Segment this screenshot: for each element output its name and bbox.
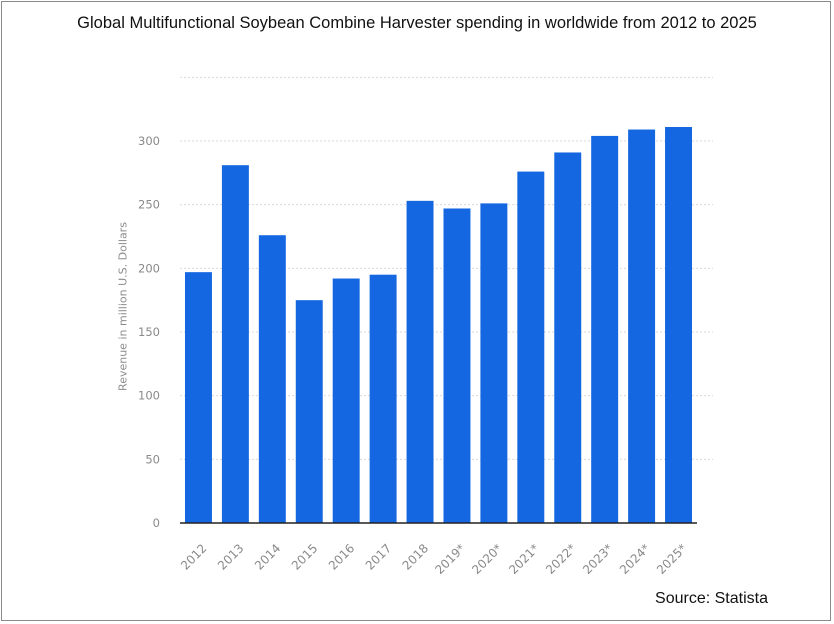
x-tick-label: 2021* [506, 541, 542, 577]
x-tick-label: 2015 [289, 541, 320, 572]
x-tick-label: 2013 [215, 541, 246, 572]
y-tick-label: 0 [153, 516, 160, 530]
x-tick-label: 2022* [543, 541, 579, 577]
x-tick-label: 2012 [178, 541, 209, 572]
bar-2024-forecast [628, 129, 656, 524]
chart-title: Global Multifunctional Soybean Combine H… [77, 14, 757, 32]
bar-2023-forecast [591, 135, 619, 523]
bar-2021-forecast [517, 171, 545, 523]
x-tick-label: 2025* [654, 541, 690, 577]
x-tick-label: 2014 [252, 541, 283, 572]
y-tick-label: 50 [145, 452, 160, 466]
bar-2016 [332, 278, 360, 523]
y-tick-label: 300 [138, 134, 160, 148]
x-tick-label: 2023* [580, 541, 616, 577]
source-credit: Source: Statista [655, 590, 768, 607]
bar-2017 [369, 274, 397, 523]
x-tick-label: 2016 [326, 541, 357, 572]
bar-2015 [295, 300, 323, 523]
bar-2025-forecast [665, 126, 693, 523]
x-tick-label: 2024* [617, 541, 653, 577]
bar-2022-forecast [554, 152, 582, 523]
bar-2014 [258, 235, 286, 523]
x-tick-label: 2020* [469, 541, 505, 577]
x-tick-label: 2019* [432, 541, 468, 577]
x-tick-label: 2018 [400, 541, 431, 572]
bar-2013 [221, 165, 249, 523]
y-tick-label: 100 [138, 389, 160, 403]
bar-2019-forecast [443, 208, 471, 523]
y-tick-label: 250 [138, 198, 160, 212]
y-tick-label: 200 [138, 261, 160, 275]
bar-2018 [406, 200, 434, 523]
y-tick-label: 150 [138, 325, 160, 339]
bar-2020-forecast [480, 203, 508, 524]
bar-2012 [184, 272, 212, 523]
x-tick-label: 2017 [363, 541, 394, 572]
